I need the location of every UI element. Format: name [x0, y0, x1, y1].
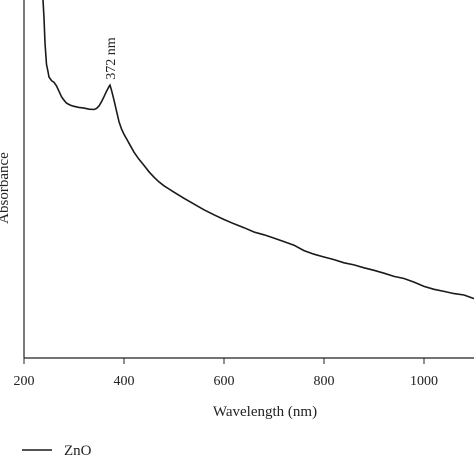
series-line-zno [42, 0, 474, 300]
peak-annotation: 372 nm [104, 37, 119, 80]
x-axis-tick-labels: 200 400 600 800 1000 [14, 374, 439, 389]
x-axis-ticks [23, 358, 425, 364]
y-axis-title: Absorbance [0, 152, 12, 224]
x-tick-label-200: 200 [14, 374, 35, 389]
x-tick-label-800: 800 [314, 374, 335, 389]
x-tick-label-1000: 1000 [410, 374, 438, 389]
x-axis-title: Wavelength (nm) [213, 404, 317, 420]
x-tick-label-600: 600 [214, 374, 235, 389]
plot-frame [23, 0, 474, 359]
x-tick-label-400: 400 [114, 374, 135, 389]
legend-label-zno: ZnO [64, 443, 92, 459]
